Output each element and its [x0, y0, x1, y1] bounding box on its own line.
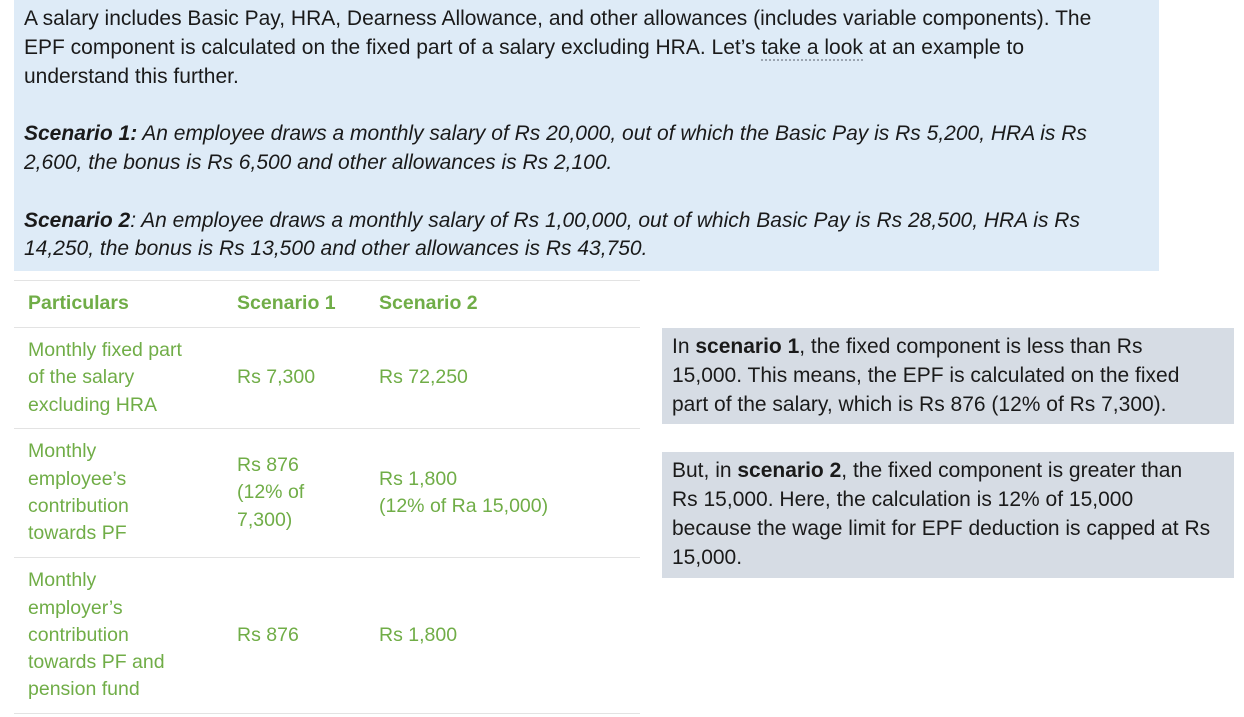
note-text: 15,000.	[672, 546, 743, 569]
scenario-1-paragraph: Scenario 1: An employee draws a monthly …	[24, 120, 1149, 178]
cell-line: towards PF	[28, 522, 127, 545]
scenario-2-label: Scenario 2	[24, 208, 131, 232]
note-text: In	[672, 335, 696, 358]
cell-line: pension fund	[28, 678, 140, 701]
note-emphasis: scenario 1	[695, 335, 800, 358]
intro-line-2a: EPF component is calculated on the fixed…	[24, 35, 762, 59]
scenario-1-explanation: In scenario 1, the fixed component is le…	[662, 328, 1234, 424]
cell-line: 7,300)	[237, 508, 293, 531]
note-text: 15,000. This means, the EPF is calculate…	[672, 364, 1180, 387]
note-text: part of the salary, which is Rs 876 (12%…	[672, 393, 1167, 416]
note-text: , the fixed component is less than Rs	[799, 335, 1143, 358]
note-text: Rs 15,000. Here, the calculation is 12% …	[672, 488, 1134, 511]
note-emphasis: scenario 2	[737, 459, 842, 482]
cell-line: Monthly	[28, 440, 97, 463]
cell-line: towards PF and	[28, 651, 165, 674]
scenario-1-cell: Rs 7,300	[223, 327, 365, 429]
header-scenario-2: Scenario 2	[365, 280, 640, 328]
intro-line-1: A salary includes Basic Pay, HRA, Dearne…	[24, 7, 1092, 30]
cell-line: Rs 1,800	[379, 623, 458, 646]
intro-panel: A salary includes Basic Pay, HRA, Dearne…	[14, 0, 1159, 271]
scenario-2-cell: Rs 1,800 (12% of Ra 15,000)	[365, 428, 640, 558]
note-text: because the wage limit for EPF deduction…	[672, 517, 1211, 540]
cell-line: Rs 1,800	[379, 467, 458, 490]
scenario-2-cell: Rs 1,800	[365, 557, 640, 714]
cell-line: (12% of	[237, 481, 305, 504]
scenario-1-label: Scenario 1:	[24, 122, 138, 146]
scenario-2-line-2: 14,250, the bonus is Rs 13,500 and other…	[24, 237, 648, 261]
cell-line: excluding HRA	[28, 393, 157, 416]
cell-line: contribution	[28, 623, 129, 646]
scenario-2-paragraph: Scenario 2: An employee draws a monthly …	[24, 207, 1149, 265]
take-a-look-link[interactable]: take a look	[761, 35, 863, 61]
cell-line: Monthly	[28, 569, 97, 592]
table-row: Monthly employee’s contribution towards …	[14, 428, 640, 558]
cell-line: Rs 876	[237, 454, 299, 477]
comparison-table: Particulars Scenario 1 Scenario 2 Monthl…	[14, 280, 640, 714]
note-text: , the fixed component is greater than	[841, 459, 1183, 482]
particular-cell: Monthly employee’s contribution towards …	[14, 428, 223, 558]
scenario-1-cell: Rs 876	[223, 557, 365, 714]
table-row: Monthly employer’s contribution towards …	[14, 557, 640, 714]
particular-cell: Monthly fixed part of the salary excludi…	[14, 327, 223, 429]
particular-cell: Monthly employer’s contribution towards …	[14, 557, 223, 714]
scenario-2-explanation: But, in scenario 2, the fixed component …	[662, 452, 1234, 578]
cell-line: of the salary	[28, 366, 135, 389]
intro-paragraph: A salary includes Basic Pay, HRA, Dearne…	[24, 5, 1149, 91]
header-particulars: Particulars	[14, 280, 223, 328]
table-header-row: Particulars Scenario 1 Scenario 2	[14, 280, 640, 328]
scenario-2-cell: Rs 72,250	[365, 327, 640, 429]
scenario-2-line-1: : An employee draws a monthly salary of …	[130, 208, 1080, 232]
cell-line: Rs 7,300	[237, 366, 316, 389]
scenario-1-line-1: An employee draws a monthly salary of Rs…	[137, 122, 1087, 146]
cell-line: Monthly fixed part	[28, 339, 182, 362]
cell-line: (12% of Ra 15,000)	[379, 495, 549, 517]
scenario-1-cell: Rs 876 (12% of 7,300)	[223, 428, 365, 558]
cell-line: Rs 72,250	[379, 366, 468, 389]
intro-line-3: understand this further.	[24, 64, 239, 88]
intro-line-2b: at an example to	[862, 35, 1025, 59]
scenario-1-line-2: 2,600, the bonus is Rs 6,500 and other a…	[24, 150, 613, 174]
table-row: Monthly fixed part of the salary excludi…	[14, 327, 640, 429]
cell-line: contribution	[28, 495, 129, 517]
header-scenario-1: Scenario 1	[223, 280, 365, 328]
cell-line: employer’s	[28, 596, 123, 619]
cell-line: Rs 876	[237, 623, 299, 646]
note-text: But, in	[672, 459, 738, 482]
cell-line: employee’s	[28, 467, 127, 490]
